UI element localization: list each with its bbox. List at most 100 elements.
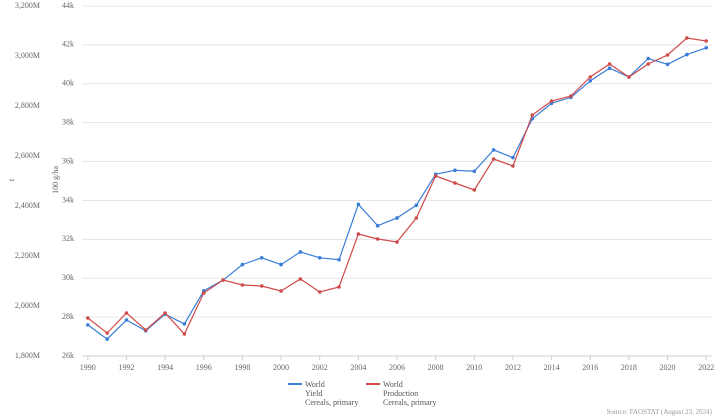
y-tick-label: 2,800M bbox=[15, 101, 40, 110]
y2-tick-label: 42k bbox=[62, 40, 74, 49]
data-point bbox=[317, 290, 322, 294]
data-point bbox=[337, 257, 341, 262]
data-point bbox=[356, 202, 361, 207]
data-point bbox=[704, 46, 709, 50]
data-point bbox=[549, 99, 554, 103]
data-point bbox=[433, 174, 438, 178]
data-point bbox=[704, 39, 709, 43]
y2-tick-label: 28k bbox=[62, 312, 74, 321]
x-tick-label: 2002 bbox=[312, 363, 328, 372]
data-point bbox=[395, 240, 399, 244]
x-tick-label: 2022 bbox=[698, 363, 714, 372]
y2-tick-label: 34k bbox=[62, 195, 74, 204]
data-point bbox=[530, 113, 535, 117]
data-point bbox=[201, 291, 206, 295]
data-point bbox=[646, 62, 651, 66]
y2-tick-label: 40k bbox=[62, 79, 74, 88]
data-point bbox=[646, 56, 651, 61]
data-point bbox=[375, 237, 380, 241]
y2-tick-label: 38k bbox=[62, 117, 74, 126]
data-point bbox=[627, 75, 631, 79]
y-tick-label: 2,000M bbox=[15, 301, 40, 310]
data-point bbox=[143, 328, 148, 332]
data-point bbox=[569, 94, 573, 98]
x-tick-label: 2016 bbox=[582, 363, 598, 372]
data-point bbox=[105, 337, 109, 341]
x-tick-label: 1992 bbox=[118, 363, 134, 372]
y-tick-label: 2,200M bbox=[15, 251, 40, 260]
data-point bbox=[259, 256, 264, 260]
data-point bbox=[240, 262, 245, 267]
data-point bbox=[607, 66, 612, 71]
x-tick-label: 2014 bbox=[544, 363, 560, 372]
x-tick-label: 1994 bbox=[157, 363, 173, 372]
y-tick-label: 1,800M bbox=[15, 351, 40, 360]
x-tick-label: 1998 bbox=[234, 363, 250, 372]
legend-swatch bbox=[288, 383, 302, 385]
x-tick-label: 2012 bbox=[505, 363, 521, 372]
data-point bbox=[298, 250, 303, 254]
data-point bbox=[298, 277, 303, 281]
data-point bbox=[85, 316, 90, 320]
series-line bbox=[87, 37, 707, 336]
data-point bbox=[588, 79, 593, 83]
x-tick-label: 2020 bbox=[660, 363, 676, 372]
y2-tick-label: 26k bbox=[62, 351, 74, 360]
x-tick-label: 1990 bbox=[80, 363, 96, 372]
data-point bbox=[85, 323, 90, 327]
data-point bbox=[105, 331, 109, 335]
x-tick-label: 2006 bbox=[389, 363, 405, 372]
data-point bbox=[279, 289, 283, 293]
data-point bbox=[240, 283, 245, 287]
x-tick-label: 2010 bbox=[466, 363, 482, 372]
data-point bbox=[607, 62, 612, 66]
data-point bbox=[511, 155, 515, 160]
x-tick-label: 2000 bbox=[273, 363, 289, 372]
legend-swatch bbox=[366, 383, 380, 385]
data-point bbox=[124, 311, 129, 315]
data-point bbox=[337, 285, 341, 289]
data-point bbox=[588, 75, 593, 79]
y2-tick-label: 44k bbox=[62, 1, 74, 10]
data-point bbox=[414, 216, 419, 220]
data-point bbox=[221, 278, 225, 282]
data-point bbox=[685, 52, 689, 57]
data-point bbox=[511, 164, 515, 168]
data-point bbox=[182, 332, 187, 336]
y2-tick-label: 36k bbox=[62, 156, 74, 165]
x-tick-label: 2008 bbox=[428, 363, 444, 372]
data-point bbox=[317, 256, 322, 260]
y-tick-label: 3,000M bbox=[15, 51, 40, 60]
data-point bbox=[182, 322, 187, 326]
x-tick-label: 2004 bbox=[350, 363, 366, 372]
data-point bbox=[279, 262, 283, 267]
y-tick-label: 3,200M bbox=[15, 1, 40, 10]
data-point bbox=[356, 232, 361, 236]
data-point bbox=[375, 223, 380, 228]
y-tick-label: 2,400M bbox=[15, 201, 40, 210]
y2-tick-label: 32k bbox=[62, 234, 74, 243]
legend-entry[interactable]: World Yield Cereals, primary bbox=[305, 380, 359, 407]
data-point bbox=[685, 36, 689, 40]
data-point bbox=[665, 62, 670, 67]
x-tick-label: 1996 bbox=[196, 363, 212, 372]
legend-entry[interactable]: World Production Cereals, primary bbox=[383, 380, 437, 407]
y-axis-title: t bbox=[7, 178, 16, 181]
y-tick-label: 2,600M bbox=[15, 151, 40, 160]
data-point bbox=[472, 188, 477, 192]
data-point bbox=[453, 181, 457, 185]
data-point bbox=[453, 168, 457, 173]
source-note: Source: FAOSTAT (August 23, 2024) bbox=[606, 408, 712, 416]
data-point bbox=[472, 169, 477, 174]
data-point bbox=[491, 148, 496, 152]
data-point bbox=[414, 203, 419, 208]
data-point bbox=[491, 157, 496, 161]
data-point bbox=[259, 284, 264, 288]
x-tick-label: 2018 bbox=[621, 363, 637, 372]
data-point bbox=[665, 53, 670, 57]
data-point bbox=[163, 311, 167, 315]
y2-tick-label: 30k bbox=[62, 273, 74, 282]
y2-axis-title: 100 g/ha bbox=[51, 166, 60, 194]
